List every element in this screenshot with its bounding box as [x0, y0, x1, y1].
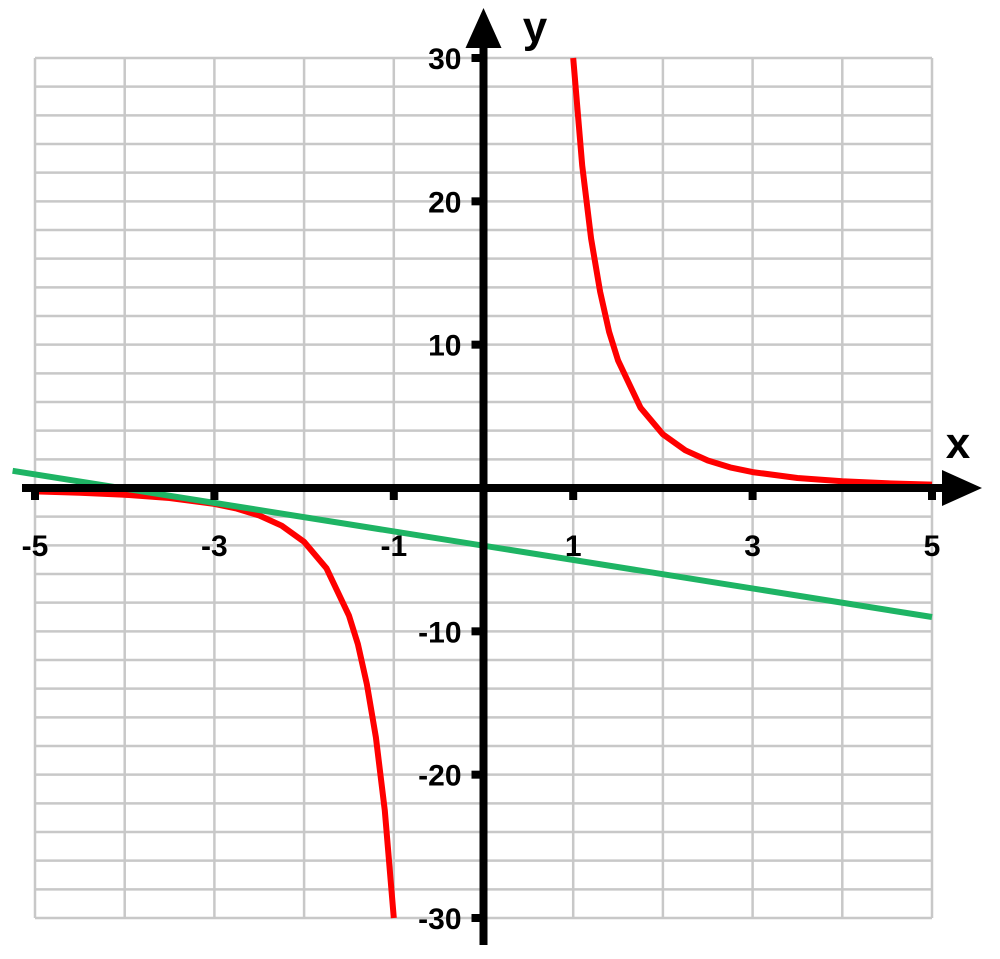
- x-tick-label: 5: [924, 530, 941, 563]
- x-axis-arrow: [942, 470, 982, 506]
- y-tick-label: 20: [428, 186, 461, 219]
- series-line-3: [12, 467, 933, 620]
- ticks: [31, 54, 936, 922]
- y-axis-label: y: [523, 3, 548, 52]
- x-tick-label: -3: [201, 530, 228, 563]
- x-axis-label: x: [946, 419, 971, 468]
- x-tick-label: 3: [744, 530, 761, 563]
- y-tick-label: -30: [418, 903, 461, 936]
- series-line-1: [34, 488, 397, 919]
- series-line-2: [570, 57, 933, 488]
- y-tick-label: 10: [428, 330, 461, 363]
- y-tick-label: -10: [418, 616, 461, 649]
- x-tick-label: -5: [22, 530, 49, 563]
- x-tick-label: 1: [565, 530, 582, 563]
- tick-labels: -5 -3 -1 1 3 5 -30 -20 -10 10 20 30: [22, 43, 941, 936]
- y-tick-label: 30: [428, 43, 461, 76]
- y-axis-arrow: [465, 8, 502, 48]
- axes: [22, 8, 982, 945]
- y-tick-label: -20: [418, 760, 461, 793]
- series-layer: [12, 57, 933, 919]
- x-tick-label: -1: [380, 530, 407, 563]
